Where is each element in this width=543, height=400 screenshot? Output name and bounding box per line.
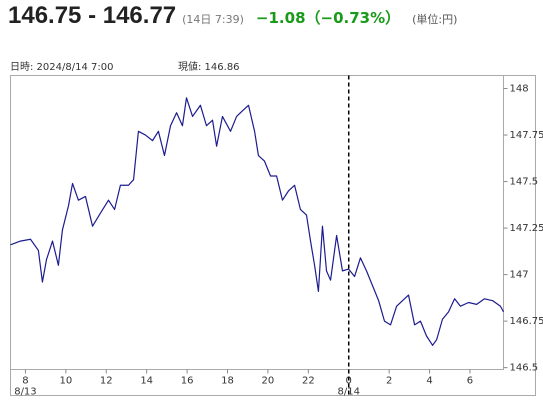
x-tick-label: 20 — [262, 376, 275, 387]
x-tick-label: 14 — [140, 376, 153, 387]
info-price: 現値: 146.86 — [178, 62, 240, 73]
chart-frame — [10, 75, 536, 396]
y-tick-label: 147.5 — [510, 177, 539, 188]
timestamp: (14日 7:39) — [182, 13, 244, 26]
unit-note: (単位:円) — [412, 13, 458, 26]
y-tick-label: 147.75 — [510, 130, 543, 141]
x-tick-label: 4 — [426, 376, 432, 387]
y-tick-label: 146.75 — [510, 316, 543, 327]
change: −1.08（−0.73%） — [255, 9, 401, 27]
x-tick-label: 0 — [346, 376, 352, 387]
y-tick-label: 148 — [510, 84, 529, 95]
header: 146.75 - 146.77 (14日 7:39) −1.08（−0.73%） (単… — [8, 2, 457, 30]
info-date: 日時: 2024/8/14 7:00 — [10, 62, 114, 73]
x-tick-label: 6 — [467, 376, 473, 387]
x-tick-label: 10 — [59, 376, 72, 387]
x-tick-label: 22 — [302, 376, 315, 387]
plot-frame — [10, 75, 504, 370]
price-title: 146.75 - 146.77 — [8, 2, 177, 29]
x-tick-label: 12 — [100, 376, 113, 387]
price-line — [10, 97, 505, 346]
date-label: 8/13 — [14, 387, 36, 398]
x-tick-label: 16 — [181, 376, 194, 387]
x-tick-label: 8 — [22, 376, 28, 387]
y-tick-label: 147 — [510, 270, 529, 281]
y-tick-label: 147.25 — [510, 223, 543, 234]
x-tick-label: 18 — [221, 376, 234, 387]
x-tick-label: 2 — [386, 376, 392, 387]
y-tick-label: 146.5 — [510, 363, 539, 374]
